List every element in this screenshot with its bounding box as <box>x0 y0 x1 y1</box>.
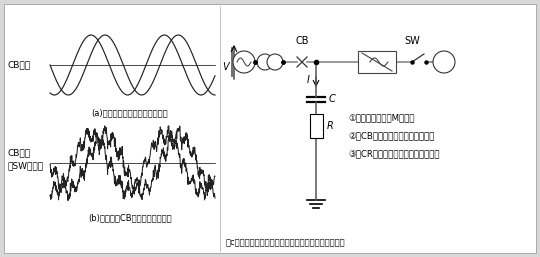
Text: M: M <box>440 57 448 67</box>
Text: ②　CBオンで高調波・高周波発生: ② CBオンで高調波・高周波発生 <box>348 132 434 141</box>
Bar <box>358 51 396 73</box>
Text: SW: SW <box>404 36 420 46</box>
Text: I: I <box>307 75 309 85</box>
Text: V: V <box>222 62 230 72</box>
Circle shape <box>233 51 255 73</box>
Text: （SWオフ）: （SWオフ） <box>8 161 44 170</box>
Circle shape <box>433 51 455 73</box>
Text: ①　インバータ，Mを設置: ① インバータ，Mを設置 <box>348 114 415 123</box>
Text: R: R <box>327 121 333 131</box>
Text: ③　CR回路の電流が大になるおそれ: ③ CR回路の電流が大になるおそれ <box>348 150 440 159</box>
Text: CBオフ: CBオフ <box>8 60 31 69</box>
Text: （c）系統的な説明（インバータ，モータを新設時）: （c）系統的な説明（インバータ，モータを新設時） <box>226 238 346 247</box>
Text: C: C <box>329 95 336 105</box>
Text: (b)波形例（CBオン時の波形例）: (b)波形例（CBオン時の波形例） <box>88 213 172 222</box>
Text: CBオン: CBオン <box>8 149 31 158</box>
Bar <box>309 114 322 138</box>
Text: (a)波形例（基本波だけの波形）: (a)波形例（基本波だけの波形） <box>92 108 168 117</box>
Circle shape <box>267 54 283 70</box>
Text: CB: CB <box>295 36 309 46</box>
Circle shape <box>257 54 273 70</box>
